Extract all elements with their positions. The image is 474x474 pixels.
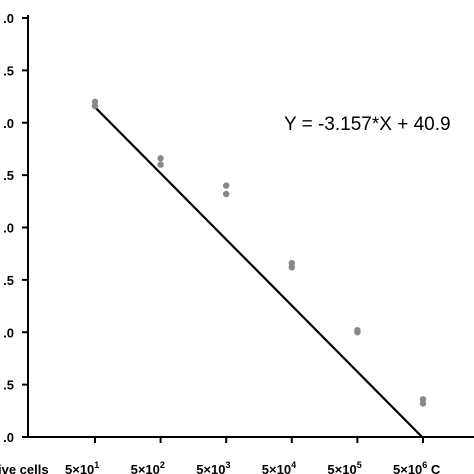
x-tick-label: 5×102 xyxy=(131,460,165,474)
data-point xyxy=(157,155,164,162)
y-tick-label: .0 xyxy=(3,221,14,236)
x-tick-label: 5×105 xyxy=(327,460,361,474)
data-point xyxy=(288,264,295,271)
regression-equation: Y = -3.157*X + 40.9 xyxy=(284,114,451,135)
data-point xyxy=(223,190,230,198)
regression-line xyxy=(94,106,424,439)
data-point xyxy=(419,400,427,407)
data-point xyxy=(91,102,99,110)
fit-line xyxy=(94,106,424,439)
y-tick-label: .5 xyxy=(3,273,14,288)
y-tick-label: .0 xyxy=(3,430,14,445)
x-tick-label: 5×104 xyxy=(262,460,296,474)
y-tick-label: .5 xyxy=(3,378,14,393)
x-axis-ticks: ive cells 5×101 5×102 5×103 5×104 5×105 5×106 … xyxy=(0,437,441,474)
x-tick-label: 5×103 xyxy=(196,460,230,474)
y-tick-label: .0 xyxy=(3,116,14,131)
axes xyxy=(27,15,474,438)
x-axis-label: ive cells xyxy=(0,462,49,474)
y-tick-label: .0 xyxy=(3,325,14,340)
x-tick-label: 5×101 xyxy=(65,460,99,474)
data-point xyxy=(157,161,164,168)
data-point xyxy=(223,182,230,189)
data-point xyxy=(354,329,361,336)
y-tick-label: .0 xyxy=(3,11,14,26)
y-tick-label: .5 xyxy=(3,63,14,78)
y-axis-ticks: .0 .5 .0 .5 .0 .5 .0 .5 .0 xyxy=(3,11,28,445)
y-tick-label: .5 xyxy=(3,168,14,183)
data-points xyxy=(91,98,427,407)
x-tick-label: 5×106 C xyxy=(393,460,441,474)
